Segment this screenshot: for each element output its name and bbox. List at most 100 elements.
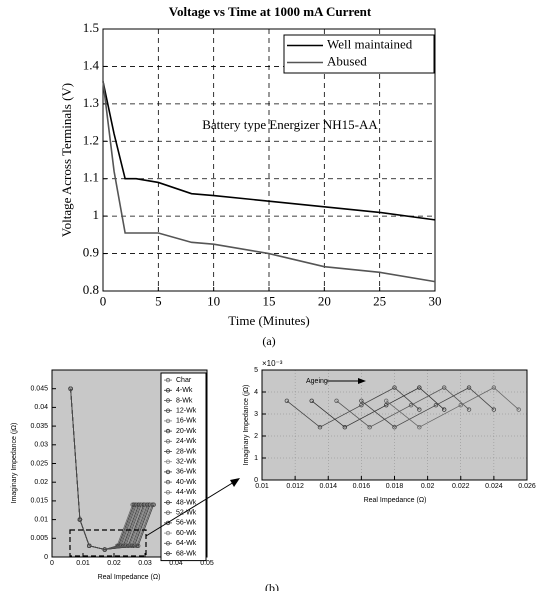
y-tick-label: 0.005 <box>30 535 48 542</box>
marker <box>102 547 107 552</box>
x-tick-label: 0.012 <box>286 483 304 490</box>
legend-label: 64-Wk <box>176 540 197 547</box>
legend-label: 12-Wk <box>176 408 197 415</box>
x-tick-label: 0.01 <box>255 483 269 490</box>
marker <box>466 407 472 412</box>
marker <box>284 398 290 403</box>
legend-label: 28-Wk <box>176 448 197 455</box>
x-tick-label: 0.04 <box>169 560 183 567</box>
legend-marker <box>165 479 171 485</box>
legend-marker <box>165 551 171 556</box>
x-tick-label: 25 <box>373 294 386 309</box>
legend-label: 48-Wk <box>176 499 197 506</box>
y-scale-label: ×10⁻³ <box>262 359 283 368</box>
y-tick-label: 0 <box>254 477 258 484</box>
x-tick-label: 0.03 <box>138 560 152 567</box>
y-tick-label: 0.01 <box>34 516 48 523</box>
panel-label: (b) <box>265 581 279 591</box>
y-tick-label: 1.2 <box>83 132 99 147</box>
x-tick-label: 0.026 <box>518 483 536 490</box>
chart: 0 5 10 15 20 25 30 0.8 0.9 1 1.1 1.2 1.3 1.4 1.5 Voltag… <box>59 4 442 348</box>
y-axis-label: Voltage Across Terminals (V) <box>59 83 74 237</box>
legend-marker <box>165 428 171 434</box>
legend-label: 16-Wk <box>176 418 197 425</box>
legend-label: 32-Wk <box>176 459 197 466</box>
plot-border <box>261 369 528 481</box>
marker <box>334 398 339 403</box>
x-tick-label: 0.016 <box>353 483 371 490</box>
marker <box>491 407 497 412</box>
series-line <box>385 387 519 428</box>
y-tick-label: 0.02 <box>34 479 48 486</box>
marker <box>466 385 472 390</box>
x-tick-label: 10 <box>207 294 220 309</box>
legend-marker <box>165 418 171 424</box>
plot-border <box>51 369 208 558</box>
x-tick-label: 30 <box>429 294 442 309</box>
series-line <box>336 387 470 428</box>
legend-label: Abused <box>327 53 367 68</box>
marker <box>417 407 422 412</box>
y-tick-label: 1.1 <box>83 170 99 185</box>
y-axis-label: Imaginary Impedance (jΩ) <box>11 423 18 504</box>
ageing-arrowhead <box>358 378 366 384</box>
series-line <box>102 81 436 283</box>
x-tick-label: 0.022 <box>452 483 470 490</box>
legend-marker <box>165 530 171 536</box>
y-tick-label: 3 <box>254 411 258 418</box>
x-tick-label: 0.024 <box>485 483 503 490</box>
legend-marker <box>165 541 171 546</box>
x-tick-label: 0.02 <box>107 560 121 567</box>
series-line <box>311 387 445 428</box>
y-tick-label: 4 <box>254 389 258 396</box>
marker <box>433 403 439 408</box>
marker <box>417 425 422 430</box>
x-tick-label: 0.05 <box>200 560 214 567</box>
legend-marker <box>165 408 171 413</box>
x-tick-label: 0.02 <box>421 483 435 490</box>
marker <box>68 386 73 391</box>
marker <box>367 425 372 430</box>
y-tick-label: 1.4 <box>83 57 100 72</box>
x-axis-label: Real Impedance (Ω) <box>98 574 161 581</box>
x-tick-label: 15 <box>263 294 276 309</box>
legend-marker <box>165 377 171 383</box>
marker <box>77 517 83 522</box>
legend-marker <box>165 490 171 495</box>
zoom-arrow <box>145 481 235 537</box>
legend-label: 36-Wk <box>176 469 197 476</box>
chart: 0.01 0.012 0.014 0.016 0.018 0.02 0.022 0.024 0.… <box>243 359 536 504</box>
legend-label: Well maintained <box>327 36 413 51</box>
marker <box>151 502 156 507</box>
zoom-box <box>69 529 147 557</box>
x-tick-label: 20 <box>318 294 331 309</box>
x-axis-label: Time (Minutes) <box>228 313 310 328</box>
y-tick-label: 5 <box>254 367 258 374</box>
legend-label: 20-Wk <box>176 428 197 435</box>
marker <box>441 385 447 390</box>
y-tick-label: 0 <box>44 554 48 561</box>
series-line <box>70 388 155 550</box>
y-tick-label: 1 <box>254 455 258 462</box>
legend-marker <box>165 500 171 505</box>
plot-border <box>102 28 436 292</box>
marker <box>384 403 389 408</box>
series-line <box>286 387 420 428</box>
legend-label: 60-Wk <box>176 530 197 537</box>
legend-marker <box>165 439 171 444</box>
x-tick-label: 0.018 <box>386 483 404 490</box>
x-tick-label: 0 <box>100 294 107 309</box>
x-axis-label: Real Impedance (Ω) <box>364 497 427 504</box>
zoom-arrowhead <box>230 478 240 487</box>
legend-label: 4-Wk <box>176 387 193 394</box>
marker <box>441 407 447 412</box>
y-tick-label: 0.8 <box>83 282 99 297</box>
y-tick-label: 0.9 <box>83 245 99 260</box>
x-tick-label: 5 <box>155 294 162 309</box>
x-tick-label: 0.01 <box>76 560 90 567</box>
legend-label: 56-Wk <box>176 520 197 527</box>
legend-box <box>283 34 435 74</box>
marker <box>342 425 348 430</box>
legend-box <box>160 372 207 562</box>
marker <box>392 385 397 390</box>
